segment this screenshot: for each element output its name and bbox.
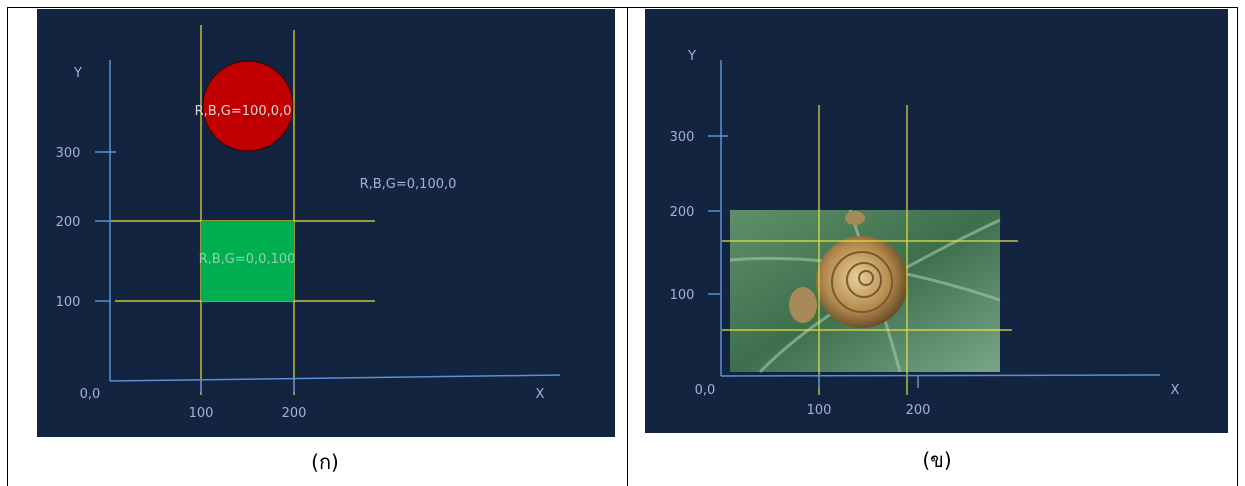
caption: (ข) [922, 448, 951, 472]
snail-photo [729, 209, 1001, 374]
panel-background [37, 9, 615, 437]
y-tick-label: 100 [670, 288, 695, 303]
green-label: R,B,G=0,0,100 [199, 252, 296, 267]
x-tick-label: 100 [807, 403, 832, 418]
axes [95, 60, 561, 392]
right-panel: Y X 0,0 300 200 100 100 200 (ข) [645, 9, 1228, 472]
x-label: X [1171, 383, 1180, 398]
red-label: R,B,G=100,0,0 [195, 104, 292, 119]
red-circle [202, 60, 294, 152]
caption: (ก) [311, 450, 339, 474]
x-tick-label: 100 [189, 406, 214, 421]
background-label: R,B,G=0,100,0 [360, 177, 457, 192]
y-tick-label: 300 [56, 146, 81, 161]
table-border [7, 7, 1238, 486]
origin-label: 0,0 [695, 383, 716, 398]
y-tick-label: 200 [56, 215, 81, 230]
left-panel: Y X 0,0 300 200 100 100 200 R,B,G=100,0,… [37, 9, 615, 474]
y-label: Y [687, 49, 696, 64]
origin-label: 0,0 [80, 387, 101, 402]
x-label: X [536, 387, 545, 402]
y-label: Y [73, 66, 82, 81]
green-square [201, 221, 294, 301]
x-tick-label: 200 [906, 403, 931, 418]
x-tick-label: 200 [282, 406, 307, 421]
y-tick-label: 100 [56, 295, 81, 310]
y-tick-label: 300 [670, 130, 695, 145]
guide-lines [722, 105, 1018, 395]
y-tick-label: 200 [670, 205, 695, 220]
axes [708, 60, 1161, 388]
